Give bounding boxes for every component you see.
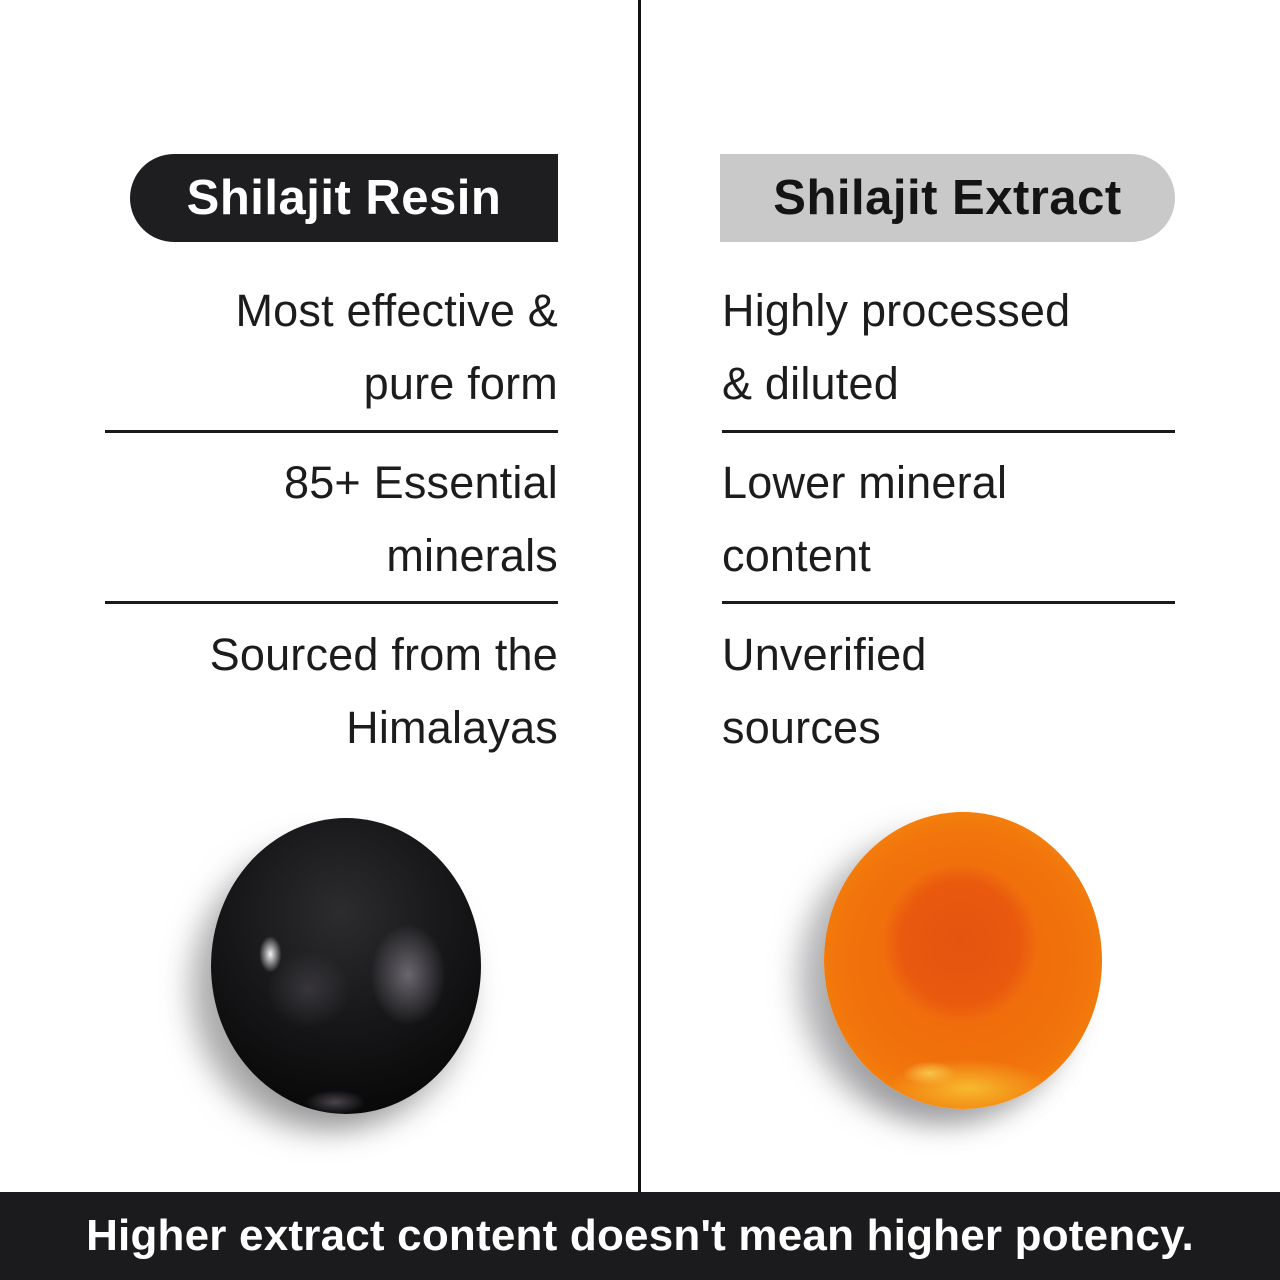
resin-point-1: Most effective & pure form xyxy=(105,274,558,420)
footer-text: Higher extract content doesn't mean high… xyxy=(86,1211,1194,1260)
footer-banner: Higher extract content doesn't mean high… xyxy=(0,1192,1280,1280)
extract-point-1-line-1: Highly processed xyxy=(722,285,1071,336)
resin-point-1-line-1: Most effective & xyxy=(235,285,558,336)
extract-header-pill: Shilajit Extract xyxy=(720,154,1175,242)
resin-separator-2 xyxy=(105,601,558,604)
extract-point-3-line-1: Unverified xyxy=(722,629,927,680)
resin-separator-1 xyxy=(105,430,558,433)
extract-header-label: Shilajit Extract xyxy=(773,171,1122,225)
resin-point-2-line-2: minerals xyxy=(386,530,558,581)
resin-point-2-line-1: 85+ Essential xyxy=(283,457,558,508)
resin-point-3-line-2: Himalayas xyxy=(346,702,558,753)
resin-ball-photo xyxy=(211,818,481,1114)
extract-point-1: Highly processed & diluted xyxy=(722,274,1175,420)
resin-point-1-line-2: pure form xyxy=(363,358,558,409)
resin-point-3: Sourced from the Himalayas xyxy=(105,618,558,764)
resin-point-3-line-1: Sourced from the xyxy=(209,629,558,680)
extract-separator-2 xyxy=(722,601,1175,604)
extract-point-1-line-2: & diluted xyxy=(722,358,899,409)
extract-point-2: Lower mineral content xyxy=(722,446,1175,592)
extract-separator-1 xyxy=(722,430,1175,433)
extract-point-3: Unverified sources xyxy=(722,618,1175,764)
extract-ball-photo xyxy=(824,812,1102,1109)
extract-point-2-line-1: Lower mineral xyxy=(722,457,1008,508)
extract-point-2-line-2: content xyxy=(722,530,872,581)
resin-header-label: Shilajit Resin xyxy=(186,171,502,225)
resin-header-pill: Shilajit Resin xyxy=(130,154,558,242)
extract-point-3-line-2: sources xyxy=(722,702,881,753)
resin-point-2: 85+ Essential minerals xyxy=(105,446,558,592)
vertical-divider xyxy=(638,0,641,1192)
